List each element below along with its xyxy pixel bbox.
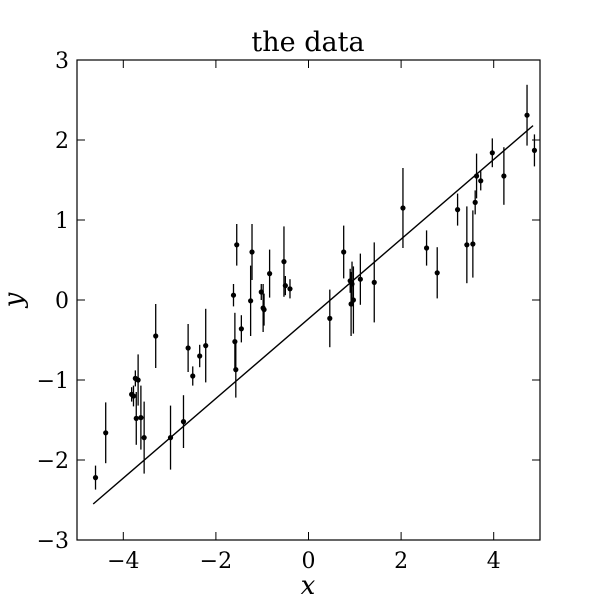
- data-point: [133, 415, 139, 421]
- data-point: [524, 112, 530, 118]
- data-point: [234, 242, 240, 248]
- data-point: [489, 150, 495, 156]
- data-point: [350, 297, 357, 303]
- chart-title: the data: [251, 27, 364, 58]
- x-tick-label: 4: [487, 549, 501, 574]
- data-point: [478, 178, 484, 184]
- x-tick-label: 0: [302, 549, 316, 574]
- data-point: [341, 249, 347, 255]
- data-point: [261, 307, 267, 313]
- data-point: [501, 173, 507, 179]
- data-point: [167, 435, 174, 441]
- y-tick-label: 1: [55, 209, 69, 234]
- y-axis-label: y: [0, 292, 29, 308]
- x-tick-label: −2: [200, 549, 232, 574]
- data-point: [281, 259, 287, 265]
- y-tick-label: −1: [37, 369, 69, 394]
- data-point: [197, 353, 203, 359]
- data-point: [400, 205, 406, 211]
- data-point: [327, 315, 333, 321]
- data-point: [472, 199, 478, 205]
- data-point: [464, 242, 470, 248]
- data-point: [531, 147, 538, 153]
- data-point: [249, 249, 255, 255]
- y-tick-label: 2: [55, 129, 69, 154]
- data-point: [203, 343, 209, 349]
- data-point: [180, 419, 187, 425]
- data-point: [287, 286, 293, 292]
- y-tick-label: −2: [37, 449, 69, 474]
- y-tick-label: −3: [37, 529, 69, 554]
- x-tick-label: −4: [107, 549, 139, 574]
- data-point: [248, 298, 254, 304]
- data-point: [230, 292, 237, 298]
- x-tick-label: 2: [394, 549, 408, 574]
- plot-frame: [76, 59, 541, 541]
- data-point: [130, 393, 137, 399]
- data-point: [473, 173, 480, 179]
- data-point: [371, 279, 377, 285]
- data-point: [138, 415, 144, 421]
- data-point: [434, 270, 440, 276]
- data-point: [232, 339, 238, 345]
- data-point: [153, 333, 159, 339]
- data-point: [185, 345, 191, 351]
- data-point: [233, 367, 239, 373]
- data-point: [141, 435, 147, 441]
- data-point: [282, 283, 288, 289]
- y-tick-label: 0: [55, 289, 69, 314]
- data-point: [190, 373, 196, 379]
- data-point: [267, 271, 273, 277]
- data-point: [423, 245, 430, 251]
- data-point: [238, 326, 244, 332]
- data-point: [135, 377, 141, 383]
- data-point: [103, 430, 109, 436]
- data-point: [92, 475, 99, 481]
- fit-line: [92, 125, 534, 505]
- data-point: [454, 207, 461, 213]
- data-point: [357, 276, 363, 282]
- y-tick-label: 3: [55, 49, 69, 74]
- x-axis-label: x: [301, 571, 316, 600]
- data-point: [470, 241, 476, 247]
